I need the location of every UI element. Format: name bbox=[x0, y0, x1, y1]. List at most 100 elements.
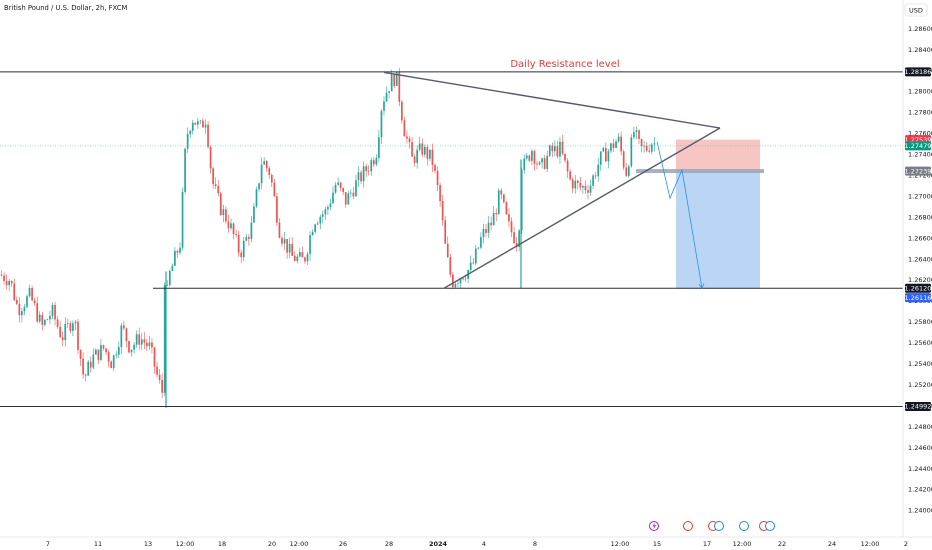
candle-body bbox=[270, 174, 273, 183]
candle-body bbox=[276, 196, 278, 223]
current-price-tag[interactable] bbox=[905, 141, 931, 151]
candle-body bbox=[594, 175, 597, 177]
candle-body bbox=[627, 166, 630, 176]
candle-body bbox=[648, 150, 651, 152]
candle-body bbox=[436, 170, 439, 186]
time-tick-label: 18 bbox=[218, 540, 226, 548]
support-price-tag[interactable] bbox=[905, 283, 931, 293]
price-tick-label: 1.24800 bbox=[908, 423, 932, 431]
candle-body bbox=[158, 374, 161, 381]
time-tick-label: 7 bbox=[46, 540, 50, 548]
candle-body bbox=[46, 319, 49, 320]
time-tick-label: 13 bbox=[144, 540, 152, 548]
candle-body bbox=[179, 247, 181, 253]
candle-body bbox=[503, 194, 505, 203]
candle-body bbox=[597, 164, 600, 177]
candle-body bbox=[299, 252, 301, 257]
lower-support-price-tag-label: 1.24992 bbox=[905, 403, 932, 411]
resistance-price-tag[interactable] bbox=[905, 67, 931, 77]
candle-body bbox=[625, 167, 628, 176]
candle-body bbox=[525, 155, 528, 159]
candle-body bbox=[64, 323, 67, 341]
support-price-tag-label: 1.26120 bbox=[905, 285, 932, 293]
candle-body bbox=[115, 354, 118, 356]
price-tick-label: 1.24400 bbox=[908, 465, 932, 473]
candle-body bbox=[319, 216, 322, 224]
candle-body bbox=[306, 253, 309, 262]
candle-body bbox=[10, 280, 13, 284]
candle-body bbox=[327, 207, 329, 210]
economic-events[interactable] bbox=[649, 521, 775, 531]
candle-body bbox=[281, 237, 283, 244]
candle-body bbox=[153, 347, 156, 367]
triangle-lower-trendline[interactable] bbox=[443, 127, 721, 289]
candle-body bbox=[69, 323, 72, 331]
candle-body bbox=[3, 275, 5, 282]
candle-body bbox=[599, 151, 602, 165]
candle-body bbox=[120, 325, 123, 348]
flag-uk-icon[interactable] bbox=[683, 521, 693, 531]
current-price-tag-label: 1.27539 bbox=[905, 136, 932, 144]
time-axis[interactable]: 7 11 13 12:00 18 20 12:00 26 28 2024 4 8 12:00 15 17 12… bbox=[46, 540, 908, 548]
candle-body bbox=[242, 240, 245, 258]
current-price-tag-label: 1.27479 bbox=[905, 142, 932, 150]
candle-body bbox=[28, 287, 31, 297]
candle-body bbox=[633, 132, 635, 138]
candle-body bbox=[592, 175, 594, 186]
candle-body bbox=[260, 164, 263, 184]
candle-body bbox=[219, 193, 222, 216]
candle-body bbox=[492, 213, 495, 226]
candle-body bbox=[253, 206, 255, 223]
time-tick-label: 4 bbox=[482, 540, 486, 548]
candle-body bbox=[33, 300, 36, 304]
candle-body bbox=[278, 222, 281, 238]
candle-body bbox=[166, 285, 169, 286]
time-tick-label: 8 bbox=[533, 540, 537, 548]
candle-body bbox=[245, 237, 248, 241]
flag-us-icon[interactable] bbox=[765, 521, 775, 531]
candle-body bbox=[365, 166, 367, 172]
candle-body bbox=[18, 303, 21, 316]
time-tick-label: 2 bbox=[904, 540, 908, 548]
price-tick-label: 1.27000 bbox=[908, 192, 932, 200]
candle-body bbox=[41, 314, 44, 325]
candle-body bbox=[546, 155, 549, 169]
candle-body bbox=[74, 321, 77, 324]
entry-bar[interactable] bbox=[636, 169, 764, 174]
candle-body bbox=[79, 349, 82, 359]
lower-support-price-tag[interactable] bbox=[905, 401, 931, 411]
candle-body bbox=[645, 145, 648, 151]
flag-us-icon[interactable] bbox=[714, 521, 724, 531]
candle-body bbox=[429, 149, 431, 159]
candle-body bbox=[508, 214, 510, 222]
currency-button[interactable] bbox=[904, 3, 928, 17]
candle-body bbox=[197, 121, 199, 125]
candle-body bbox=[480, 237, 482, 248]
candle-body bbox=[564, 153, 566, 161]
triangle-upper-trendline[interactable] bbox=[383, 71, 721, 129]
entry-price-tag[interactable] bbox=[905, 166, 931, 176]
candle-body bbox=[548, 145, 551, 156]
take-profit-zone[interactable] bbox=[676, 171, 760, 289]
candle-body bbox=[329, 203, 332, 208]
candle-body bbox=[304, 257, 306, 262]
candle-body bbox=[395, 72, 398, 86]
candle-body bbox=[421, 143, 424, 155]
candle-body bbox=[321, 214, 324, 217]
candle-body bbox=[531, 150, 533, 161]
candle-body bbox=[533, 150, 536, 164]
projection-path[interactable] bbox=[656, 141, 703, 289]
candle-body bbox=[61, 337, 64, 341]
current-price-tag[interactable] bbox=[905, 293, 931, 303]
candle-body bbox=[464, 278, 467, 280]
candle-body bbox=[378, 137, 380, 159]
candle-body bbox=[541, 158, 543, 163]
stop-loss-zone[interactable] bbox=[676, 139, 760, 172]
flag-us-icon[interactable] bbox=[739, 521, 749, 531]
price-tick-label: 1.24600 bbox=[908, 444, 932, 452]
candle-body bbox=[286, 239, 288, 253]
candle-body bbox=[352, 192, 355, 197]
candle-body bbox=[434, 164, 436, 171]
candle-body bbox=[140, 339, 143, 345]
